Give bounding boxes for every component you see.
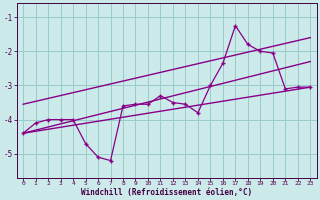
X-axis label: Windchill (Refroidissement éolien,°C): Windchill (Refroidissement éolien,°C) [81,188,252,197]
